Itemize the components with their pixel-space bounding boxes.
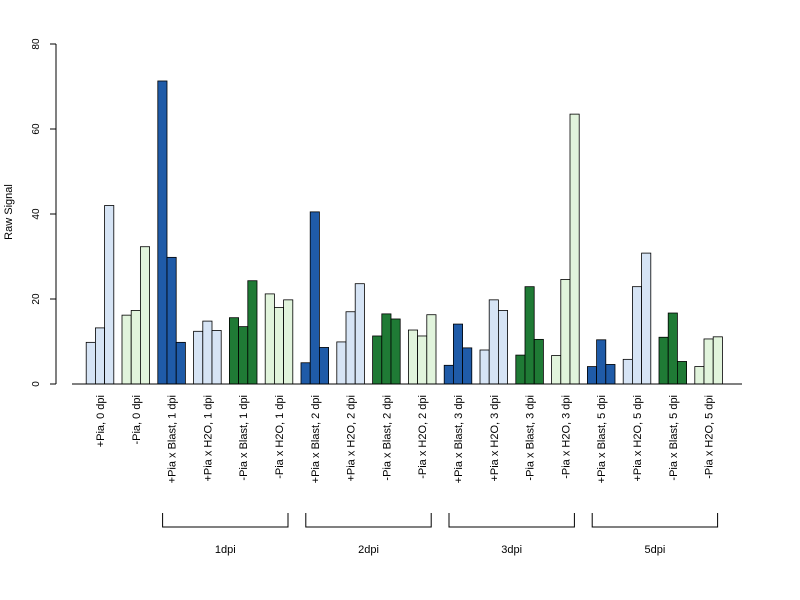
bar <box>587 366 598 385</box>
y-tick-label: 0 <box>31 381 42 387</box>
y-axis-label: Raw Signal <box>3 184 15 240</box>
bar <box>157 80 168 385</box>
x-tick-label: -Pia x Blast, 3 dpi <box>525 395 537 481</box>
bar <box>104 205 115 385</box>
group-bracket <box>448 513 575 528</box>
bar <box>667 312 678 385</box>
x-tick-label: +Pia x H2O, 3 dpi <box>489 395 501 482</box>
bar <box>228 317 239 385</box>
bar <box>443 364 454 385</box>
bar <box>533 338 544 385</box>
bar <box>390 318 401 385</box>
bar <box>452 323 463 385</box>
bar <box>479 349 490 385</box>
x-tick-label: -Pia x Blast, 5 dpi <box>668 395 680 481</box>
group-bracket <box>305 513 432 528</box>
bar <box>569 113 580 385</box>
bar <box>658 336 669 385</box>
bar <box>515 354 526 385</box>
x-tick-label: +Pia x Blast, 3 dpi <box>453 395 465 483</box>
bar <box>407 329 418 385</box>
group-brackets: 1dpi 2dpi 3dpi 5dpi <box>162 513 719 556</box>
bar <box>596 339 607 385</box>
bar <box>336 341 347 385</box>
bar <box>381 313 392 385</box>
x-tick-label: +Pia x Blast, 1 dpi <box>167 395 179 483</box>
x-axis-labels: +Pia, 0 dpi -Pia, 0 dpi +Pia x Blast, 1 dp… <box>95 395 716 483</box>
bar <box>85 341 96 385</box>
bar <box>712 336 723 385</box>
bar <box>273 307 284 385</box>
x-tick-label: +Pia x H2O, 5 dpi <box>632 395 644 482</box>
bar <box>551 355 562 385</box>
bar <box>95 327 106 385</box>
bar <box>703 338 714 385</box>
group-label: 3dpi <box>501 544 522 556</box>
x-tick-label: -Pia, 0 dpi <box>131 395 143 445</box>
x-tick-label: +Pia x Blast, 2 dpi <box>310 395 322 483</box>
group-bracket <box>591 513 719 528</box>
x-tick-label: +Pia x H2O, 2 dpi <box>346 395 358 482</box>
bar <box>300 362 311 385</box>
bar <box>130 310 141 385</box>
x-tick-label: -Pia x H2O, 5 dpi <box>704 395 716 479</box>
bar <box>211 330 222 385</box>
y-axis: 0 20 40 60 80 <box>31 38 57 387</box>
bar <box>193 330 204 385</box>
bar <box>622 358 633 385</box>
bars <box>85 80 723 385</box>
bar <box>694 366 705 385</box>
y-tick-label: 80 <box>31 38 42 50</box>
x-tick-label: +Pia x Blast, 5 dpi <box>596 395 608 483</box>
x-tick-label: -Pia x Blast, 2 dpi <box>381 395 393 481</box>
x-tick-label: +Pia, 0 dpi <box>95 395 107 447</box>
x-tick-label: -Pia x H2O, 1 dpi <box>274 395 286 479</box>
bar <box>426 314 437 385</box>
bar <box>139 246 150 385</box>
group-label: 1dpi <box>215 544 236 556</box>
bar <box>309 211 320 385</box>
bar <box>524 286 535 385</box>
bar <box>121 314 132 385</box>
bar <box>497 310 508 385</box>
bar <box>238 326 249 385</box>
bar <box>166 256 177 385</box>
bar <box>318 347 329 385</box>
bar <box>560 279 571 385</box>
group-label: 2dpi <box>358 544 379 556</box>
x-tick-label: +Pia x H2O, 1 dpi <box>202 395 214 482</box>
y-tick-label: 40 <box>31 208 42 220</box>
bar <box>462 347 473 385</box>
bar <box>372 335 383 385</box>
y-tick-label: 20 <box>31 293 42 305</box>
bar <box>264 293 275 385</box>
bar <box>354 283 365 385</box>
bar <box>641 252 652 385</box>
x-tick-label: -Pia x H2O, 3 dpi <box>560 395 572 479</box>
bar <box>247 280 258 385</box>
bar <box>283 299 294 385</box>
bar <box>605 364 616 385</box>
y-tick-label: 60 <box>31 123 42 135</box>
bar <box>632 286 643 385</box>
bar <box>677 361 688 385</box>
bar <box>345 311 356 385</box>
bar <box>175 341 186 385</box>
x-tick-label: -Pia x H2O, 2 dpi <box>417 395 429 479</box>
bar <box>417 335 428 385</box>
x-tick-label: -Pia x Blast, 1 dpi <box>238 395 250 481</box>
bar <box>488 299 499 385</box>
group-label: 5dpi <box>645 544 666 556</box>
bar <box>202 320 213 385</box>
group-bracket <box>162 513 289 528</box>
